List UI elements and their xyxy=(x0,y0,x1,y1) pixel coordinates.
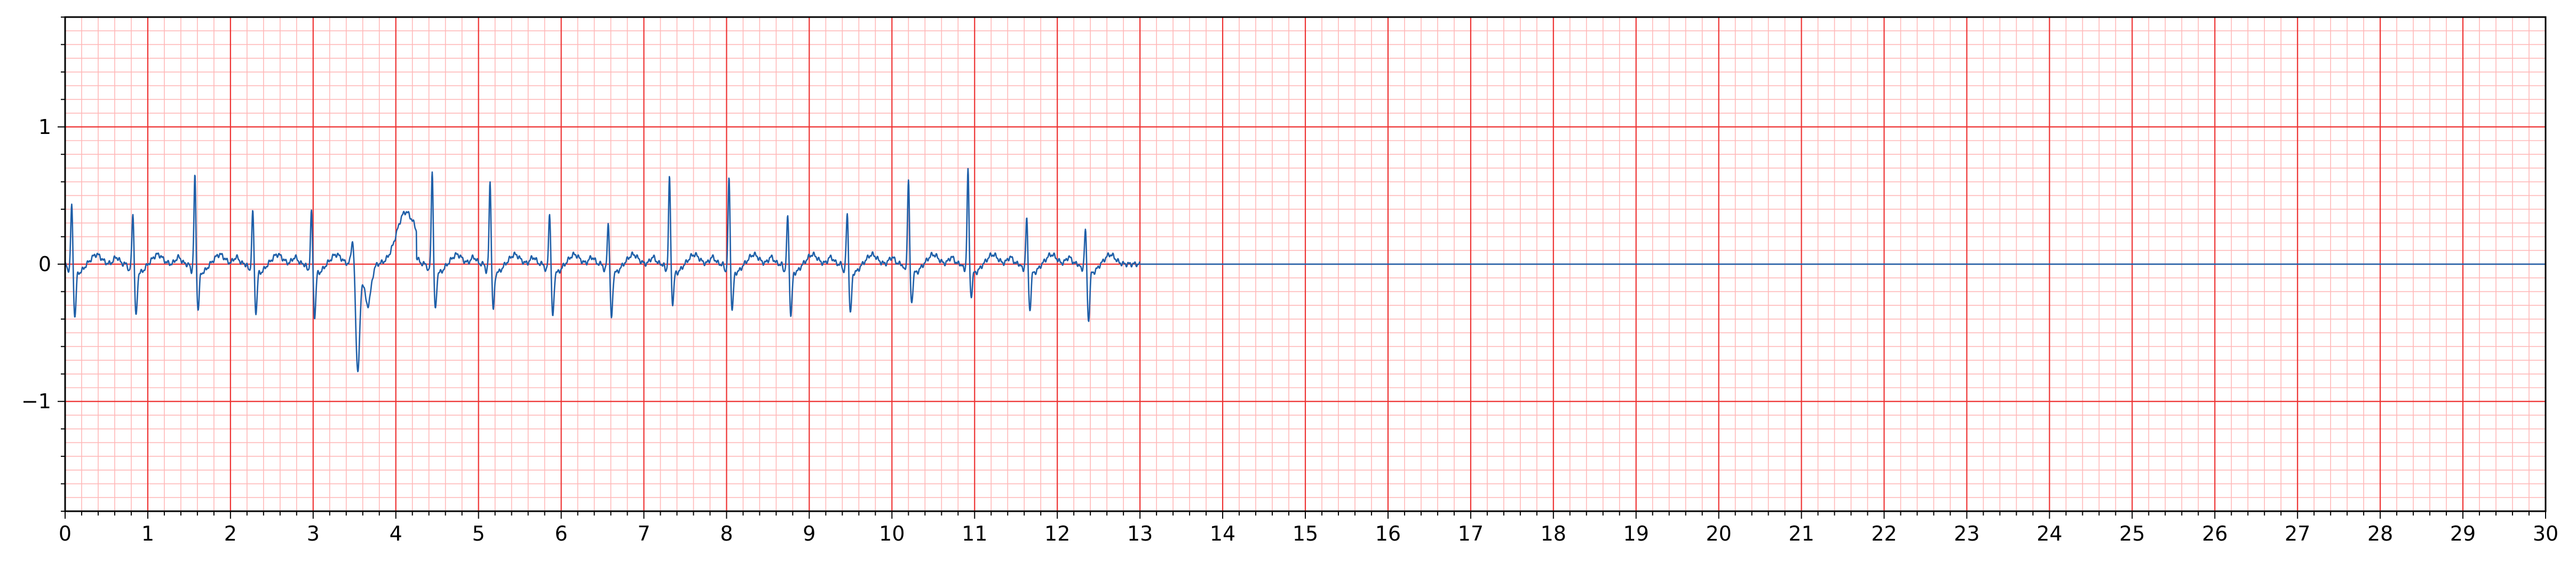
x-tick-label: 4 xyxy=(390,522,402,545)
x-tick-label: 8 xyxy=(720,522,733,545)
x-tick-label: 13 xyxy=(1127,522,1153,545)
x-tick-label: 23 xyxy=(1954,522,1979,545)
x-tick-label: 19 xyxy=(1623,522,1649,545)
x-tick-label: 22 xyxy=(1871,522,1897,545)
x-tick-label: 3 xyxy=(307,522,320,545)
x-tick-label: 1 xyxy=(141,522,154,545)
x-tick-label: 2 xyxy=(224,522,237,545)
x-tick-label: 24 xyxy=(2036,522,2062,545)
y-axis: 1 0 −1 xyxy=(21,17,65,511)
x-tick-label: 11 xyxy=(962,522,987,545)
x-tick-label: 25 xyxy=(2119,522,2145,545)
x-tick-label: 21 xyxy=(1788,522,1814,545)
x-tick-label: 18 xyxy=(1541,522,1566,545)
x-tick-label: 17 xyxy=(1458,522,1484,545)
x-tick-label: 16 xyxy=(1375,522,1401,545)
x-tick-label: 7 xyxy=(637,522,650,545)
ecg-trace-line xyxy=(65,169,1140,371)
x-tick-label: 12 xyxy=(1044,522,1070,545)
x-tick-label: 14 xyxy=(1210,522,1235,545)
x-tick-label: 0 xyxy=(59,522,72,545)
y-tick-label: 1 xyxy=(38,115,51,139)
y-tick-label: −1 xyxy=(21,390,51,413)
x-axis: 0 1 2 3 4 5 6 7 8 9 10 11 12 13 14 15 16 17 18 19 20 21 22 23 24… xyxy=(59,511,2558,545)
x-tick-label: 29 xyxy=(2450,522,2476,545)
x-tick-label: 5 xyxy=(472,522,485,545)
x-tick-label: 10 xyxy=(879,522,905,545)
x-tick-label: 30 xyxy=(2533,522,2558,545)
x-tick-label: 20 xyxy=(1706,522,1731,545)
x-tick-label: 27 xyxy=(2285,522,2310,545)
x-tick-label: 15 xyxy=(1293,522,1318,545)
x-tick-label: 28 xyxy=(2367,522,2393,545)
x-tick-label: 6 xyxy=(555,522,568,545)
y-tick-label: 0 xyxy=(38,252,51,276)
x-tick-label: 26 xyxy=(2202,522,2228,545)
x-tick-label: 9 xyxy=(803,522,815,545)
